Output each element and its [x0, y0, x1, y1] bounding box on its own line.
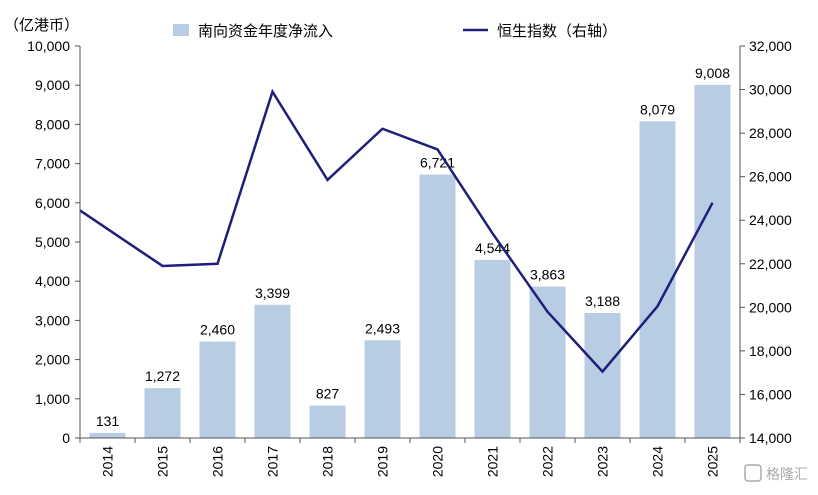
x-tick-label-2023: 2023	[595, 446, 611, 477]
bar-2020	[419, 174, 456, 438]
bar-2023	[584, 313, 621, 438]
x-tick-label-2024: 2024	[650, 446, 666, 477]
right-tick-label: 24,000	[749, 212, 792, 228]
bar-2015	[144, 388, 181, 438]
x-tick-label-2015: 2015	[155, 446, 171, 477]
line-hsi	[79, 88, 714, 374]
x-tick-label-2016: 2016	[210, 446, 226, 477]
right-tick-label: 30,000	[749, 82, 792, 98]
x-axis-ticks: 2014 2015 2016 2017 2018 2019 2020 2021 2022 2023…	[79, 438, 741, 477]
bar-value-label-2023: 3,188	[585, 293, 620, 309]
bar-series	[89, 84, 731, 439]
right-tick-label: 18,000	[749, 343, 792, 359]
x-tick-label-2021: 2021	[485, 446, 501, 477]
bar-2019	[364, 340, 401, 438]
bar-value-label-2015: 1,272	[145, 368, 180, 384]
left-axis-unit: （亿港币）	[4, 17, 79, 34]
x-tick-label-2020: 2020	[430, 446, 446, 477]
x-tick-label-2022: 2022	[540, 446, 556, 477]
bar-2017	[254, 304, 291, 438]
bar-value-label-2025: 9,008	[695, 65, 730, 81]
bar-2018	[309, 405, 346, 438]
left-tick-label: 6,000	[35, 195, 70, 211]
left-tick-label: 10,000	[27, 38, 70, 54]
line-series	[79, 88, 714, 374]
watermark: 格隆汇	[744, 464, 808, 482]
right-tick-label: 22,000	[749, 256, 792, 272]
x-tick-label-2017: 2017	[265, 446, 281, 477]
right-tick-label: 26,000	[749, 169, 792, 185]
watermark-text: 格隆汇	[766, 466, 808, 482]
right-tick-label: 32,000	[749, 38, 792, 54]
bar-2016	[199, 341, 236, 438]
bar-value-label-2022: 3,863	[530, 267, 565, 283]
right-tick-label: 28,000	[749, 125, 792, 141]
right-axis-ticks: 14,000 16,000 18,000 20,000 22,000 24,000 26,0…	[740, 38, 792, 446]
left-tick-label: 3,000	[35, 312, 70, 328]
legend-label-bar: 南向资金年度净流入	[198, 23, 333, 40]
bar-value-label-2017: 3,399	[255, 285, 290, 301]
x-tick-label-2018: 2018	[320, 446, 336, 477]
x-tick-label-2014: 2014	[100, 446, 116, 477]
legend: 南向资金年度净流入 恒生指数（右轴）	[173, 23, 617, 40]
bar-2014	[89, 432, 126, 438]
bar-value-label-2018: 827	[316, 386, 340, 402]
bar-2021	[474, 259, 511, 438]
bar-value-label-2019: 2,493	[365, 320, 400, 336]
left-tick-label: 8,000	[35, 116, 70, 132]
left-axis-ticks: 0 1,000 2,000 3,000 4,000 5,000 6,000 7,000 8,00…	[27, 38, 80, 446]
bar-value-label-2021: 4,544	[475, 240, 510, 256]
right-tick-label: 14,000	[749, 430, 792, 446]
bar-2022	[529, 286, 566, 438]
x-tick-label-2025: 2025	[705, 446, 721, 477]
bar-value-label-2014: 131	[96, 413, 120, 429]
bar-value-label-2024: 8,079	[640, 101, 675, 117]
bar-value-label-2016: 2,460	[200, 322, 235, 338]
legend-swatch-bar	[173, 24, 189, 36]
watermark-icon	[744, 464, 762, 482]
left-tick-label: 4,000	[35, 273, 70, 289]
x-tick-label-2019: 2019	[375, 446, 391, 477]
bar-2024	[639, 121, 676, 439]
bar-data-labels: 131 1,272 2,460 3,399 827 2,493 6,721 4,544 3,86…	[96, 65, 730, 429]
left-tick-label: 5,000	[35, 234, 70, 250]
left-tick-label: 9,000	[35, 77, 70, 93]
bar-2025	[694, 84, 731, 438]
legend-label-line: 恒生指数（右轴）	[497, 23, 617, 40]
left-tick-label: 7,000	[35, 156, 70, 172]
left-tick-label: 1,000	[35, 391, 70, 407]
left-tick-label: 2,000	[35, 352, 70, 368]
left-tick-label: 0	[62, 430, 70, 446]
right-tick-label: 16,000	[749, 386, 792, 402]
right-tick-label: 20,000	[749, 299, 792, 315]
bar-value-label-2020: 6,721	[420, 155, 455, 171]
